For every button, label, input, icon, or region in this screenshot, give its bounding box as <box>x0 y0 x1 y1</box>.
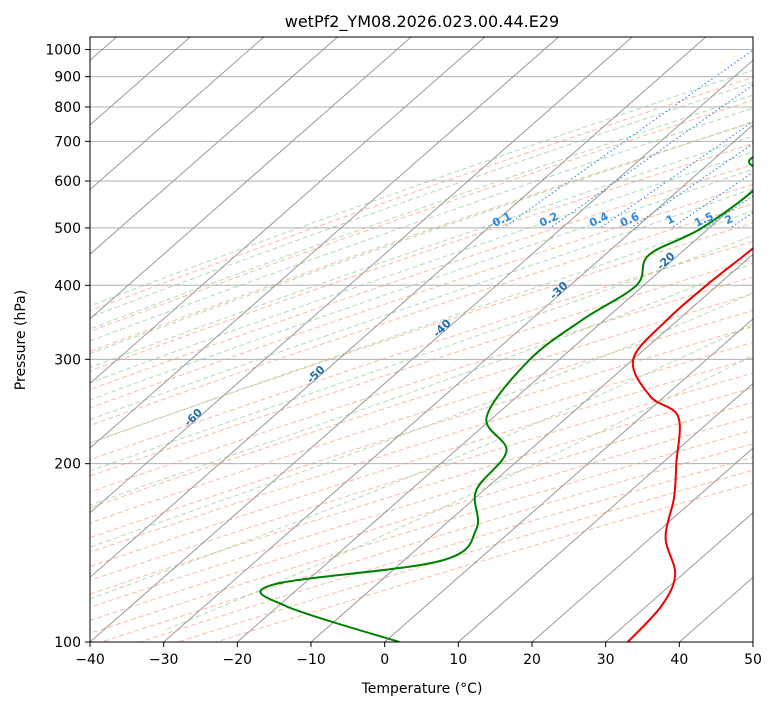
isotherm-line <box>458 382 753 642</box>
temperature-line <box>627 246 753 642</box>
y-tick-label: 100 <box>54 635 81 651</box>
x-tick-label: 10 <box>449 652 467 668</box>
moist-adiabat-line <box>90 107 753 342</box>
x-axis-label: Temperature (°C) <box>361 681 483 697</box>
isotherm-line <box>752 641 753 642</box>
isotherm-line <box>605 512 753 642</box>
moist-adiabat-line <box>90 151 753 384</box>
isotherm-line <box>310 253 753 642</box>
moist-adiabat-line <box>90 69 753 307</box>
mixing-ratio-label: 3 <box>759 212 771 227</box>
mixing-ratio-label: 0.1 <box>490 210 513 230</box>
y-tick-label: 700 <box>54 134 81 150</box>
dry-adiabats <box>90 76 753 642</box>
moist-adiabat-line <box>90 262 753 506</box>
dry-adiabat-line <box>90 76 753 312</box>
y-tick-label: 200 <box>54 457 81 473</box>
dry-adiabat-line <box>90 203 753 427</box>
isotherm-line <box>90 37 265 191</box>
skewed-isotherms <box>90 37 753 642</box>
mixing-ratio-line <box>705 195 753 229</box>
isotherm-line <box>163 124 753 642</box>
x-tick-label: −30 <box>149 652 179 668</box>
isotherm-line <box>237 188 753 642</box>
plot-frame <box>89 36 754 643</box>
dry-adiabat-line <box>90 222 753 444</box>
isotherm-line <box>384 318 753 642</box>
moist-adiabat-line <box>90 135 753 369</box>
dry-adiabat-line <box>90 293 753 509</box>
dry-adiabat-line <box>90 429 753 634</box>
isotherm-label: -30 <box>547 279 571 302</box>
dry-adiabat-line <box>90 387 753 595</box>
x-tick-label: −10 <box>296 652 326 668</box>
dry-adiabat-line <box>90 415 753 621</box>
plot-area: 0.10.20.40.611.52346810131620253036-100-… <box>90 37 775 642</box>
mixing-ratio-label: 1.5 <box>692 210 715 230</box>
chart-title: wetPf2_YM08.2026.023.00.44.E29 <box>285 12 559 32</box>
x-tick-label: 50 <box>744 652 762 668</box>
isotherm-line <box>90 37 559 449</box>
dry-adiabat-line <box>90 326 753 539</box>
moist-adiabat-line <box>90 323 753 600</box>
isotherm-line <box>90 37 633 514</box>
moist-adiabat-line <box>90 121 753 355</box>
y-tick-label: 900 <box>54 70 81 86</box>
mixing-ratio-line <box>549 84 753 229</box>
isotherm-line <box>531 447 753 642</box>
y-tick-label: 800 <box>54 100 81 116</box>
dry-adiabat-line <box>139 456 753 642</box>
isotherm-line <box>90 37 707 579</box>
mixing-ratio-line <box>767 37 775 228</box>
mixing-ratio-line <box>503 49 753 229</box>
dry-adiabat-line <box>90 401 753 608</box>
isotherm-line <box>90 37 412 320</box>
y-axis: 100 200 300 400 500 600 700 800 900 1000 <box>45 43 90 651</box>
x-tick-label: 0 <box>380 652 389 668</box>
isotherm-label: -10 <box>757 224 775 247</box>
x-tick-label: 40 <box>670 652 688 668</box>
moist-adiabat-line <box>166 354 753 630</box>
x-axis: −40 −30 −20 −10 0 10 20 30 40 50 <box>75 642 762 668</box>
moist-adiabat-line <box>90 94 753 330</box>
y-tick-label: 1000 <box>45 43 81 59</box>
moist-adiabat-line <box>90 292 753 548</box>
x-tick-label: −20 <box>223 652 253 668</box>
mixing-ratio-label: 2 <box>723 212 735 227</box>
isotherm-line <box>90 59 753 642</box>
y-tick-label: 500 <box>54 221 81 237</box>
dry-adiabat-line <box>90 240 753 461</box>
pressure-gridlines <box>90 49 753 642</box>
y-tick-label: 400 <box>54 278 81 294</box>
moist-adiabat-line <box>90 210 753 444</box>
moist-adiabat-line <box>90 188 753 421</box>
isotherm-label: -20 <box>654 249 678 272</box>
moist-adiabat-line <box>90 234 753 472</box>
isotherm-line <box>90 37 486 385</box>
dry-adiabat-line <box>90 99 753 333</box>
y-tick-label: 600 <box>54 174 81 190</box>
y-axis-label: Pressure (hPa) <box>13 290 29 390</box>
x-tick-label: −40 <box>75 652 105 668</box>
mixing-ratio-label: 1 <box>664 212 676 227</box>
mixing-ratio-line <box>630 143 753 229</box>
moist-adiabats <box>90 69 753 630</box>
x-tick-label: 30 <box>597 652 615 668</box>
moist-adiabat-line <box>90 82 753 318</box>
moist-adiabat-line <box>90 168 753 401</box>
mixing-ratio-line <box>599 120 753 229</box>
mixing-ratio-label: 0.4 <box>587 210 610 230</box>
mixing-ratio-line <box>671 171 753 229</box>
dry-adiabat-line <box>90 163 753 391</box>
y-tick-label: 300 <box>54 352 81 368</box>
dry-adiabat-line <box>90 258 753 477</box>
dry-adiabat-line <box>101 443 753 642</box>
x-tick-label: 20 <box>523 652 541 668</box>
sounding-series <box>259 156 753 642</box>
dewpoint-line <box>259 156 753 642</box>
mixing-ratio-lines <box>503 37 775 229</box>
isotherm-line <box>90 37 338 255</box>
